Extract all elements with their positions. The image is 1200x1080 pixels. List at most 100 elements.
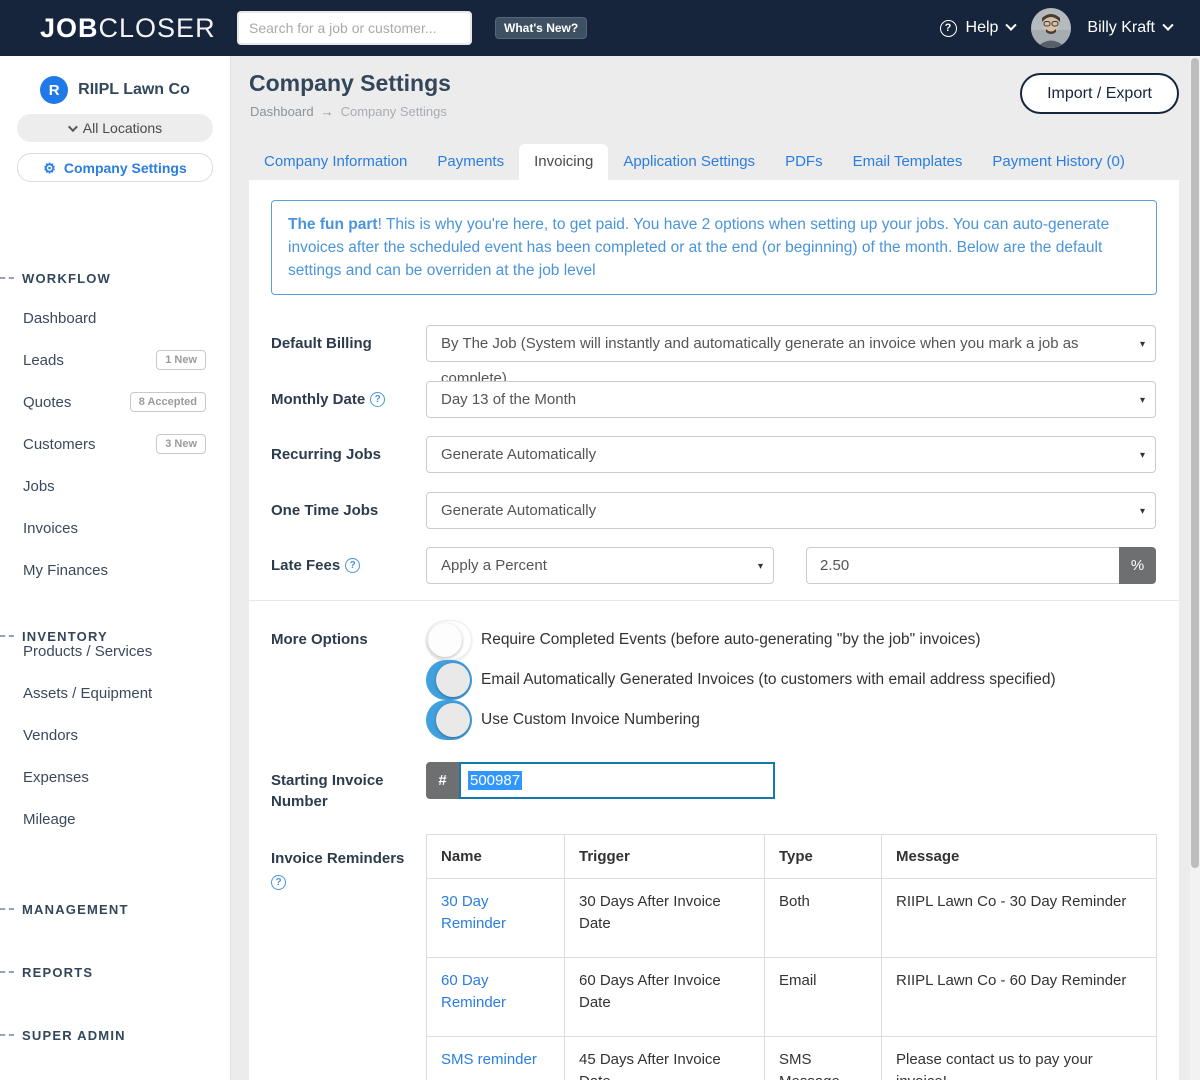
reminder-link-30-day[interactable]: 30 Day Reminder xyxy=(441,893,507,932)
one-time-jobs-select[interactable]: Generate Automatically ▾ xyxy=(426,492,1156,529)
sidebar-item-leads[interactable]: Leads 1 New xyxy=(0,348,230,372)
monthly-date-select[interactable]: Day 13 of the Month ▾ xyxy=(426,381,1156,418)
sidebar-item-label: Vendors xyxy=(23,726,79,744)
navbar-right-group: ? Help Billy Kraft xyxy=(939,0,1174,56)
import-export-button[interactable]: Import / Export xyxy=(1020,73,1179,114)
section-title: SUPER ADMIN xyxy=(22,1027,126,1043)
breadcrumb-arrow-icon: → xyxy=(320,104,334,119)
recurring-jobs-select[interactable]: Generate Automatically ▾ xyxy=(426,436,1156,473)
info-message-body: ! This is why you're here, to get paid. … xyxy=(288,216,1110,279)
recurring-jobs-label: Recurring Jobs xyxy=(271,446,382,463)
default-billing-value: By The Job (System will instantly and au… xyxy=(441,335,1079,387)
invoice-reminders-label-row: Invoice Reminders ? xyxy=(271,834,1156,891)
reminder-link-sms[interactable]: SMS reminder xyxy=(441,1051,537,1068)
sidebar-item-label: Customers xyxy=(23,435,96,453)
help-icon: ? xyxy=(939,19,957,37)
tab-payments[interactable]: Payments xyxy=(437,153,505,170)
more-options-label-row: More Options xyxy=(271,620,1156,660)
reminder-type: Email xyxy=(764,957,882,1037)
toggle-knob xyxy=(436,663,470,697)
tab-payment-history[interactable]: Payment History (0) xyxy=(992,153,1125,170)
sidebar-section-reports[interactable]: REPORTS xyxy=(0,960,230,984)
help-menu[interactable]: ? Help xyxy=(939,19,1018,37)
whats-new-button[interactable]: What's New? xyxy=(495,17,588,39)
sidebar-item-customers[interactable]: Customers 3 New xyxy=(0,432,230,456)
reminder-trigger: 30 Days After Invoice Date xyxy=(564,878,765,958)
company-settings-button[interactable]: ⚙ Company Settings xyxy=(17,153,213,182)
late-fees-method-select[interactable]: Apply a Percent ▾ xyxy=(426,547,774,584)
section-dashes-icon xyxy=(0,908,14,910)
tab-pdfs[interactable]: PDFs xyxy=(785,153,823,170)
late-fees-row: Late Fees? Apply a Percent ▾ 2.50 % xyxy=(271,547,1156,584)
tab-company-information[interactable]: Company Information xyxy=(264,153,408,170)
toggle-row-require-completed: Require Completed Events (before auto-ge… xyxy=(426,620,981,660)
toggle-label: Use Custom Invoice Numbering xyxy=(481,711,700,728)
sidebar-section-management[interactable]: MANAGEMENT xyxy=(0,897,230,921)
help-label: Help xyxy=(965,19,999,36)
sidebar-item-assets-equipment[interactable]: Assets / Equipment xyxy=(0,681,230,705)
hash-addon: # xyxy=(426,762,459,799)
section-title: WORKFLOW xyxy=(22,270,112,286)
company-brand: R RIIPL Lawn Co xyxy=(0,76,230,104)
logo-text-bold: JOB xyxy=(40,12,99,43)
reminder-message: RIIPL Lawn Co - 60 Day Reminder xyxy=(881,957,1157,1037)
toggle-label: Require Completed Events (before auto-ge… xyxy=(481,631,981,648)
sidebar-item-my-finances[interactable]: My Finances xyxy=(0,558,230,582)
one-time-jobs-row: One Time Jobs Generate Automatically ▾ xyxy=(271,492,1156,529)
sidebar-item-label: Invoices xyxy=(23,519,79,537)
late-fees-label: Late Fees? xyxy=(271,547,426,584)
sidebar-section-inventory[interactable]: INVENTORY xyxy=(0,624,230,648)
sidebar-item-quotes[interactable]: Quotes 8 Accepted xyxy=(0,390,230,414)
sidebar-item-dashboard[interactable]: Dashboard xyxy=(0,306,230,330)
require-completed-events-toggle[interactable] xyxy=(426,620,472,660)
question-icon[interactable]: ? xyxy=(345,558,361,573)
tab-invoicing[interactable]: Invoicing xyxy=(519,144,609,180)
reminder-link-60-day[interactable]: 60 Day Reminder xyxy=(441,972,507,1011)
sidebar-section-super-admin[interactable]: SUPER ADMIN xyxy=(0,1023,230,1047)
sidebar-item-invoices[interactable]: Invoices xyxy=(0,516,230,540)
caret-down-icon: ▾ xyxy=(1139,339,1145,350)
late-fee-amount-input[interactable]: 2.50 xyxy=(806,547,1119,584)
question-icon[interactable]: ? xyxy=(370,392,386,407)
question-icon[interactable]: ? xyxy=(271,875,286,890)
user-name: Billy Kraft xyxy=(1087,19,1155,36)
caret-down-icon: ▾ xyxy=(1139,506,1145,517)
toggle-knob xyxy=(428,623,462,657)
vertical-scrollbar[interactable] xyxy=(1190,56,1200,1080)
scrollbar-thumb[interactable] xyxy=(1191,58,1199,868)
leads-badge: 1 New xyxy=(156,350,206,370)
custom-invoice-numbering-toggle[interactable] xyxy=(426,700,472,740)
toggle-label: Email Automatically Generated Invoices (… xyxy=(481,671,1056,688)
invoice-reminders-label: Invoice Reminders ? xyxy=(271,850,405,890)
sidebar-item-jobs[interactable]: Jobs xyxy=(0,474,230,498)
app-logo: JOB CLOSER xyxy=(40,0,216,56)
toggle-row-email-invoices: Email Automatically Generated Invoices (… xyxy=(426,660,1056,700)
sidebar-item-products-services[interactable]: Products / Services xyxy=(0,639,230,663)
tab-email-templates[interactable]: Email Templates xyxy=(852,153,963,170)
user-menu[interactable]: Billy Kraft xyxy=(1087,19,1174,37)
breadcrumb-dashboard[interactable]: Dashboard xyxy=(250,104,314,119)
sidebar-item-vendors[interactable]: Vendors xyxy=(0,723,230,747)
table-header-row: Name Trigger Type Message xyxy=(426,834,1157,879)
sidebar-item-label: Quotes xyxy=(23,393,72,411)
late-fees-method-value: Apply a Percent xyxy=(441,557,547,574)
email-generated-invoices-toggle[interactable] xyxy=(426,660,472,700)
sidebar-item-label: Mileage xyxy=(23,810,76,828)
one-time-jobs-label: One Time Jobs xyxy=(271,502,379,519)
company-name: RIIPL Lawn Co xyxy=(78,81,190,98)
tab-application-settings[interactable]: Application Settings xyxy=(623,153,756,170)
reminder-trigger: 45 Days After Invoice Date xyxy=(564,1036,765,1080)
sidebar-item-expenses[interactable]: Expenses xyxy=(0,765,230,789)
reminder-message: Please contact us to pay your invoice! xyxy=(881,1036,1157,1080)
user-avatar[interactable] xyxy=(1031,8,1072,48)
starting-invoice-input[interactable]: 500987 xyxy=(459,762,775,799)
sidebar-item-label: Expenses xyxy=(23,768,89,786)
monthly-date-label: Monthly Date? xyxy=(271,381,426,418)
all-locations-dropdown[interactable]: All Locations xyxy=(17,114,213,142)
default-billing-select[interactable]: By The Job (System will instantly and au… xyxy=(426,325,1156,387)
sidebar-section-workflow[interactable]: WORKFLOW xyxy=(0,266,230,290)
sidebar-item-mileage[interactable]: Mileage xyxy=(0,807,230,831)
default-billing-label: Default Billing xyxy=(271,335,372,352)
starting-invoice-row: Starting Invoice Number xyxy=(271,762,1156,812)
global-search-input[interactable] xyxy=(237,11,472,45)
